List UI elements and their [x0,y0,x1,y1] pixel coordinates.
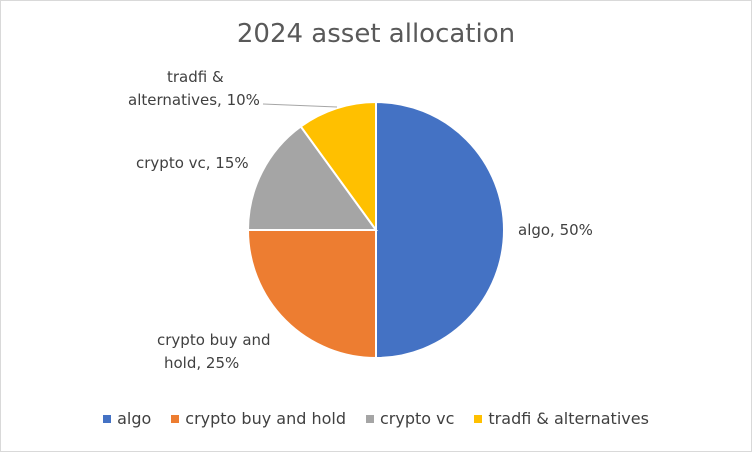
data-label-crypto-buy-and-hold-line1: crypto buy and [157,331,271,349]
legend-swatch [103,414,112,423]
leader-line [262,103,338,108]
legend-label: crypto buy and hold [185,409,346,428]
chart-title: 2024 asset allocation [236,19,516,49]
legend-swatch [171,414,180,423]
legend-label: algo [117,409,152,428]
data-label-algo: algo, 50% [518,221,593,239]
legend-item: crypto vc [365,409,455,428]
legend-label: crypto vc [379,409,455,428]
legend-item: tradfi & alternatives [474,409,649,428]
data-label-crypto-buy-and-hold-line2: hold, 25% [164,354,240,372]
data-label-tradfi-line1: tradfi & [167,68,224,86]
data-label-tradfi-line2: alternatives, 10% [128,91,260,109]
pie-slice-crypto-buy-and-hold [246,229,377,360]
data-label-crypto-vc: crypto vc, 15% [136,154,249,172]
legend-item: crypto buy and hold [171,409,346,428]
pie-slice-algo [375,100,505,360]
pie-slice-crypto-vc [246,125,378,231]
legend-item: algo [103,409,151,428]
legend-label: tradfi & alternatives [488,409,649,428]
pie-slice-tradfi-alternatives [299,100,377,234]
legend-swatch [365,414,374,423]
chart-legend: algo crypto buy and hold crypto vc tradfi &… [1,409,751,428]
legend-swatch [474,414,483,423]
